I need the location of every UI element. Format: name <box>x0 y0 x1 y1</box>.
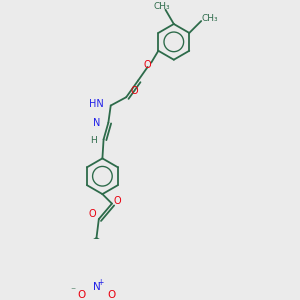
Text: CH₃: CH₃ <box>154 2 170 10</box>
Text: O: O <box>88 209 96 219</box>
Text: N: N <box>93 282 100 292</box>
Text: O: O <box>143 60 151 70</box>
Text: N: N <box>93 118 101 128</box>
Text: CH₃: CH₃ <box>201 14 218 23</box>
Text: O: O <box>107 290 116 300</box>
Text: HN: HN <box>89 99 104 109</box>
Text: H: H <box>90 136 97 145</box>
Text: O: O <box>131 86 138 96</box>
Text: ⁻: ⁻ <box>71 287 76 297</box>
Text: O: O <box>113 196 121 206</box>
Text: O: O <box>77 290 86 300</box>
Text: +: + <box>98 278 104 287</box>
